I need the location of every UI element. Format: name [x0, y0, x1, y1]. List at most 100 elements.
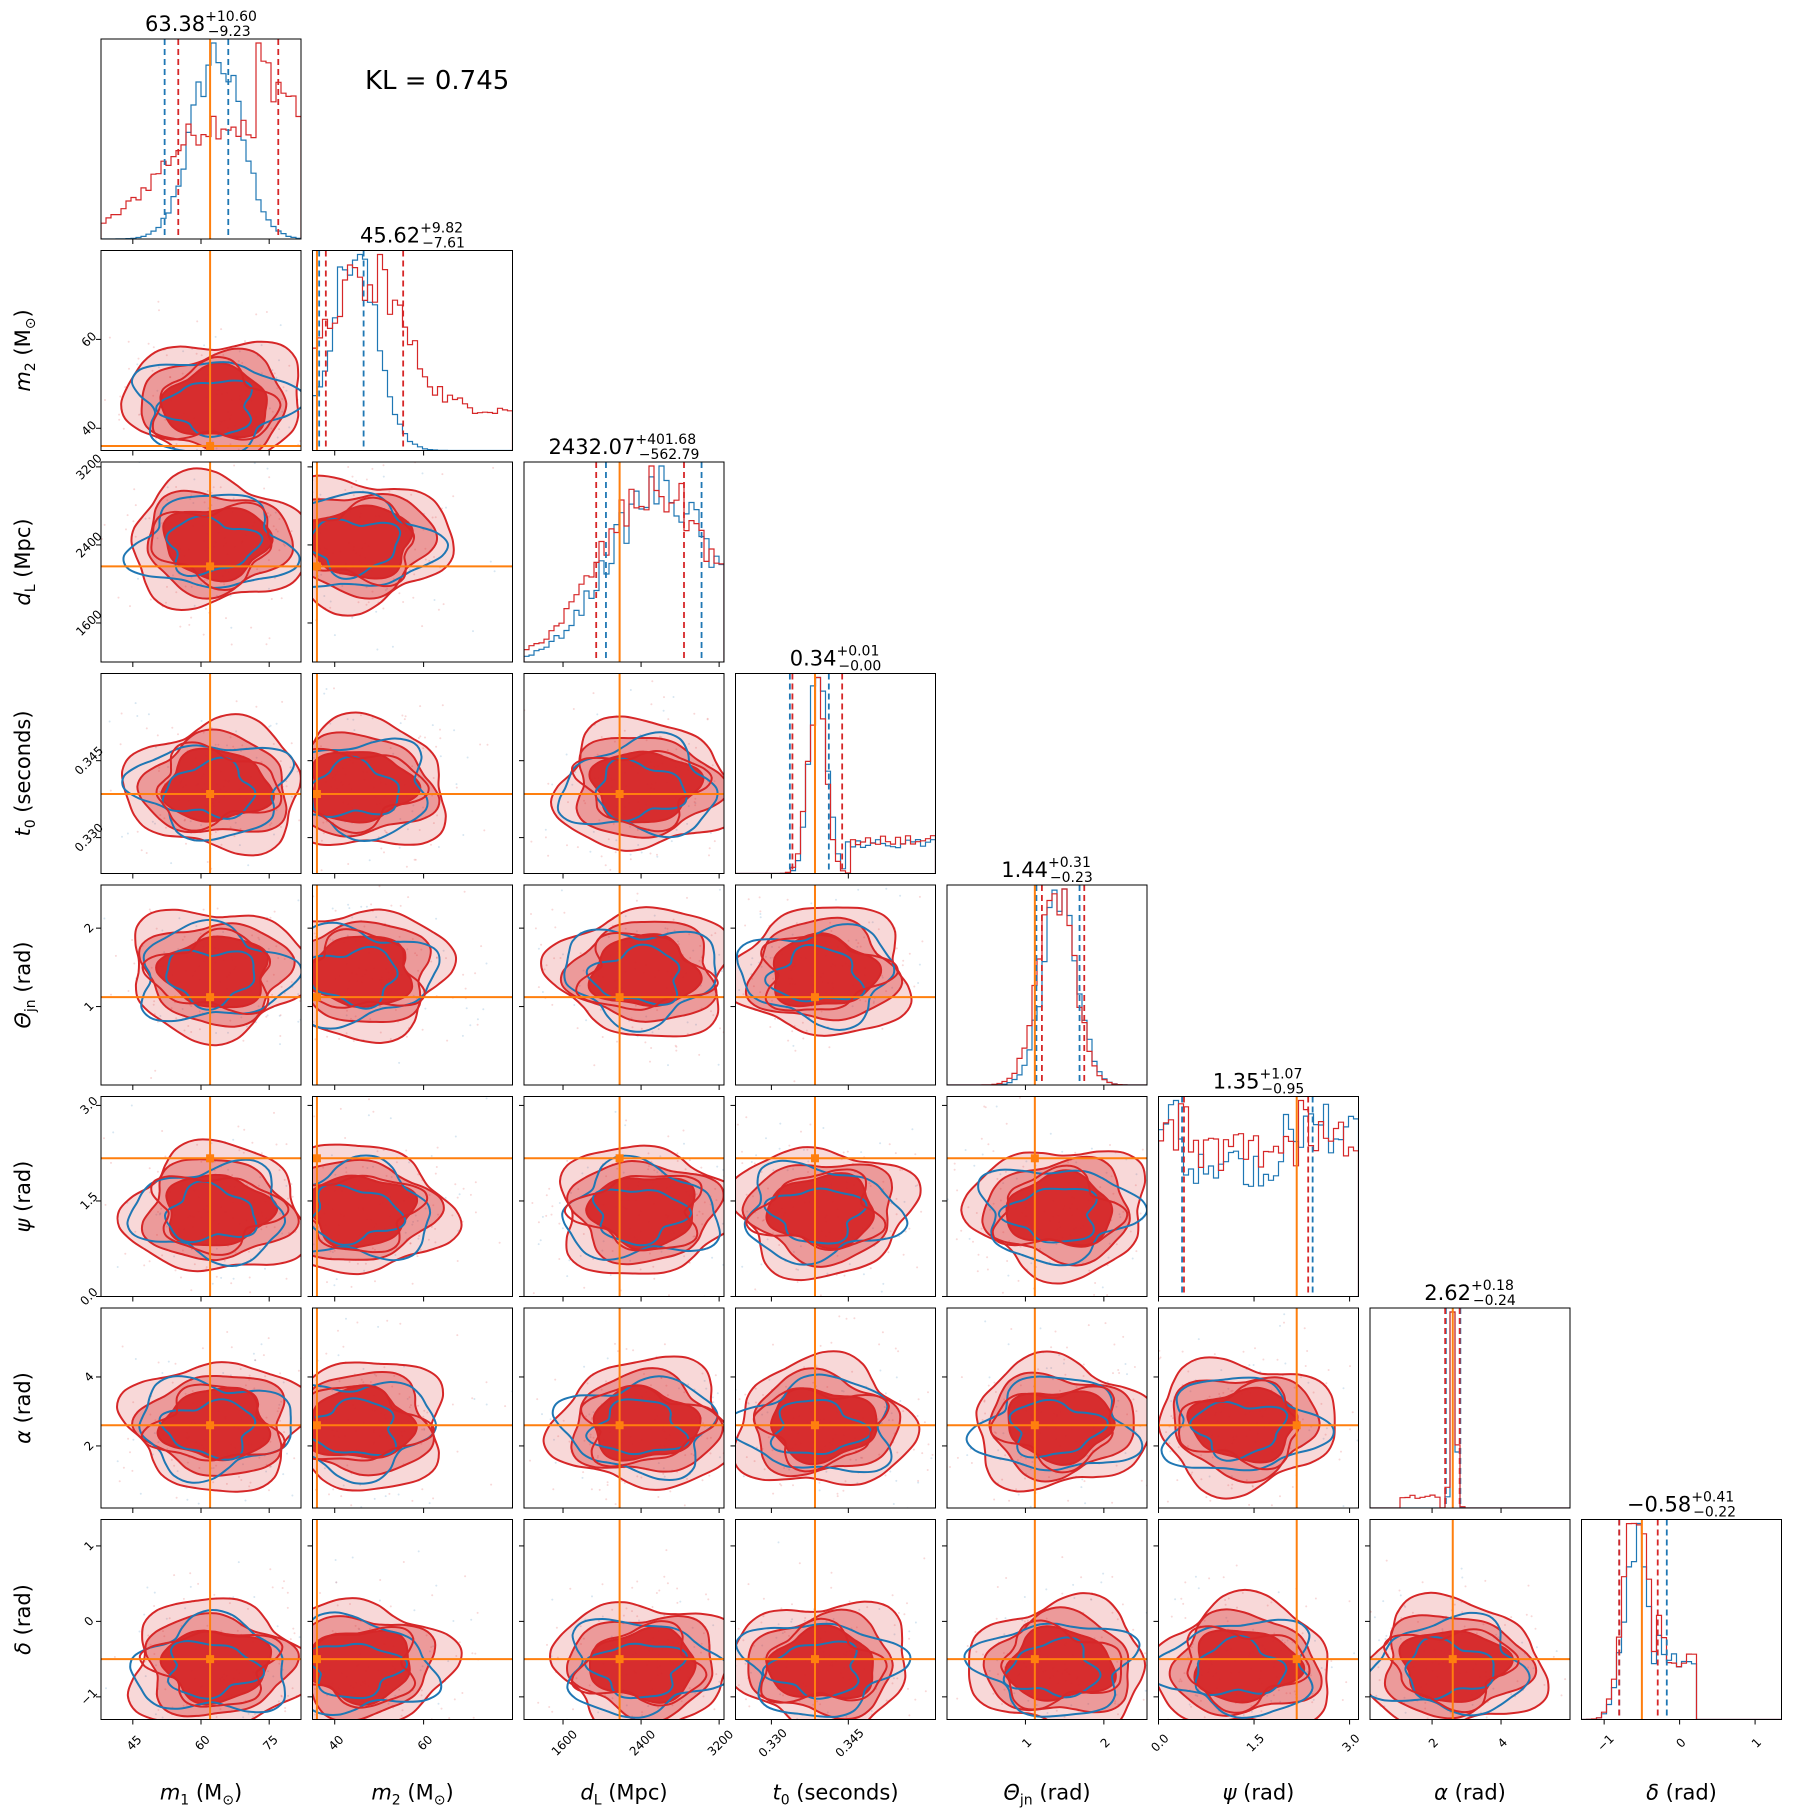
sample-point: [1101, 1286, 1104, 1289]
sample-point: [1303, 1327, 1306, 1330]
sample-point: [1200, 1478, 1203, 1481]
sample-point: [149, 1643, 152, 1646]
sample-point: [463, 890, 466, 893]
sample-point: [456, 1196, 459, 1199]
sample-point: [252, 470, 254, 472]
contour-reference-1sigma: [1008, 1398, 1109, 1459]
sample-point: [104, 399, 106, 401]
sample-point: [364, 1262, 367, 1265]
sample-point: [489, 560, 492, 563]
sample-point: [755, 1154, 758, 1157]
sample-point: [760, 1621, 763, 1624]
sample-point: [574, 771, 577, 774]
sample-point: [955, 1238, 958, 1241]
sample-point: [830, 1571, 833, 1574]
sample-point: [656, 855, 659, 858]
sample-point: [551, 1710, 554, 1713]
sample-point: [473, 1398, 476, 1400]
sample-point: [257, 936, 260, 939]
sample-point: [320, 745, 322, 748]
sample-point: [1062, 1362, 1065, 1365]
sample-point: [798, 1300, 800, 1302]
sample-point: [156, 1077, 158, 1079]
sample-point: [485, 709, 487, 711]
sample-point: [103, 1137, 105, 1140]
sample-point: [835, 898, 837, 901]
sample-point: [636, 1615, 639, 1618]
sample-point: [1004, 1170, 1007, 1173]
sample-point: [205, 1266, 208, 1269]
sample-point: [984, 1412, 987, 1415]
sample-point: [125, 528, 127, 531]
sample-point: [1050, 1367, 1053, 1369]
sample-point: [1213, 1353, 1216, 1356]
sample-point: [623, 865, 625, 867]
sample-point: [193, 1090, 195, 1092]
sample-point: [916, 1394, 918, 1396]
sample-point: [464, 1575, 467, 1578]
sample-point: [727, 1193, 729, 1195]
sample-point: [439, 755, 442, 758]
sample-point: [369, 1018, 372, 1021]
sample-point: [791, 933, 794, 936]
sample-point: [1308, 1429, 1311, 1432]
sample-point: [805, 1029, 808, 1032]
sample-point: [149, 1413, 152, 1416]
sample-point: [718, 1680, 721, 1683]
sample-point: [229, 736, 232, 739]
sample-point: [751, 957, 754, 960]
sample-point: [417, 1550, 420, 1553]
sample-point: [1018, 1096, 1021, 1099]
sample-point: [217, 743, 220, 746]
sample-point: [413, 1609, 416, 1612]
sample-point: [306, 1747, 308, 1749]
sample-point: [726, 1665, 728, 1667]
sample-point: [408, 1161, 411, 1164]
sample-point: [298, 1053, 300, 1055]
sample-point: [1248, 1503, 1251, 1506]
sample-point: [215, 1247, 218, 1250]
sample-point: [711, 1256, 714, 1259]
sample-point: [1111, 1501, 1114, 1504]
sample-point: [1082, 1363, 1085, 1366]
sample-point: [384, 589, 387, 592]
sample-point: [537, 1701, 540, 1704]
panel-frame: [946, 884, 1148, 1086]
sample-point: [1122, 1210, 1125, 1213]
sample-point: [1010, 1328, 1013, 1330]
sample-point: [389, 747, 392, 750]
sample-point: [297, 468, 299, 470]
sample-point: [138, 413, 140, 416]
sample-point: [137, 577, 139, 580]
sample-point: [434, 516, 437, 519]
sample-point: [441, 507, 443, 510]
sample-point: [265, 1225, 268, 1228]
sample-point: [202, 633, 205, 636]
sample-point: [669, 1490, 672, 1493]
sample-point: [666, 1394, 669, 1397]
sample-point: [739, 750, 741, 752]
sample-point: [279, 324, 282, 327]
sample-point: [917, 1479, 920, 1482]
sample-point: [166, 499, 169, 502]
sample-point: [616, 1040, 618, 1043]
sample-point: [229, 1019, 232, 1022]
sample-point: [781, 1632, 784, 1635]
sample-point: [675, 1742, 677, 1744]
sample-point: [356, 1262, 359, 1265]
sample-point: [760, 965, 763, 968]
sample-point: [652, 1265, 655, 1268]
sample-point: [286, 1452, 288, 1455]
sample-point: [297, 993, 300, 996]
sample-point: [923, 1557, 926, 1560]
sample-point: [1005, 1122, 1008, 1125]
sample-point: [190, 1031, 193, 1033]
sample-point: [309, 1617, 311, 1619]
sample-point: [1015, 1177, 1018, 1180]
sample-point: [408, 568, 411, 571]
sample-point: [955, 1016, 957, 1018]
sample-point: [366, 869, 368, 871]
sample-point: [1007, 1274, 1010, 1277]
sample-point: [485, 1097, 488, 1100]
sample-point: [422, 1415, 425, 1418]
